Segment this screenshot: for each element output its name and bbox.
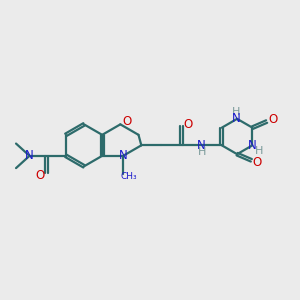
Text: O: O [123,116,132,128]
Text: N: N [119,149,128,162]
Text: N: N [248,139,257,152]
Text: H: H [255,146,263,156]
Text: N: N [232,112,240,125]
Text: N: N [197,139,206,152]
Text: CH₃: CH₃ [120,172,137,181]
Text: H: H [197,147,206,157]
Text: O: O [35,169,45,182]
Text: O: O [268,113,278,126]
Text: O: O [253,156,262,169]
Text: H: H [232,107,240,117]
Text: N: N [25,149,34,162]
Text: O: O [184,118,193,131]
